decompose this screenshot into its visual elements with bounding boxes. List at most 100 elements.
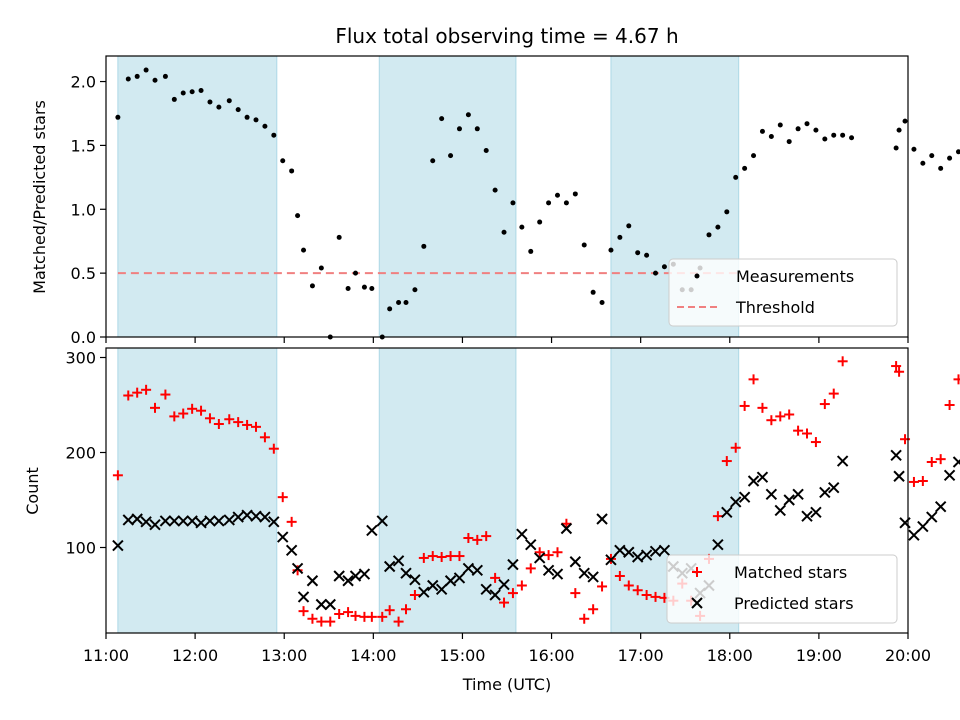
x-tick-label: 14:00 [350, 646, 396, 665]
measurement-point [336, 234, 342, 240]
predicted-star-point [471, 564, 484, 577]
predicted-star-point [560, 522, 573, 535]
measurement-point [152, 77, 158, 83]
measurement-point [920, 160, 926, 166]
observing-window-shade [117, 347, 278, 634]
measurement-point [706, 232, 712, 238]
y-tick-label: 0.5 [71, 264, 96, 283]
matched-star-point [944, 400, 955, 410]
measurement-point [289, 168, 295, 174]
matched-star-point [623, 580, 634, 591]
legend-measurements-marker [694, 273, 700, 279]
predicted-star-point [836, 455, 849, 467]
matched-star-point [325, 616, 336, 627]
matched-star-point [819, 399, 830, 410]
predicted-star-point [195, 517, 207, 529]
matched-star-point [298, 606, 309, 617]
matched-star-point [187, 403, 198, 414]
measurement-points [115, 67, 960, 340]
measurement-point [537, 219, 543, 225]
matched-star-point [224, 414, 235, 425]
matched-star-point [454, 551, 465, 562]
measurement-point [189, 89, 195, 95]
measurement-point [751, 153, 757, 159]
matched-star-point [242, 419, 253, 430]
measurement-point [448, 153, 454, 159]
predicted-star-point [342, 575, 354, 587]
y-tick-label: 200 [65, 444, 96, 463]
legend-matched-marker [692, 567, 702, 577]
matched-star-point [233, 417, 244, 428]
matched-star-point [757, 402, 768, 413]
chart-title: Flux total observing time = 4.67 h [335, 24, 678, 48]
measurement-point [501, 229, 507, 235]
matched-star-point [784, 409, 795, 420]
predicted-star-point [409, 574, 421, 586]
predicted-star-point [131, 513, 143, 525]
matched-star-point [802, 428, 813, 439]
predicted-star-point [890, 449, 902, 462]
measurement-point [134, 73, 140, 79]
predicted-star-point [149, 518, 161, 531]
matched-star-point [828, 388, 839, 399]
measurement-point [661, 264, 667, 270]
predicted-star-point [315, 598, 328, 611]
predicted-star-point [525, 538, 537, 551]
predicted-star-point [792, 488, 804, 501]
matched-star-point [334, 609, 345, 619]
predicted-star-point [783, 494, 795, 506]
measurement-point [318, 265, 324, 271]
predicted-star-point [578, 567, 590, 579]
measurement-point [590, 289, 596, 295]
measurement-point [207, 99, 213, 105]
measurement-point [563, 200, 569, 206]
measurement-point [581, 242, 587, 248]
bottom-legend: Matched stars Predicted stars [666, 554, 898, 624]
measurement-point [301, 247, 307, 253]
measurement-point [280, 158, 286, 164]
measurement-point [198, 87, 204, 93]
measurement-point [271, 132, 277, 138]
matched-star-point [427, 551, 438, 562]
measurement-point [955, 149, 960, 155]
predicted-star-point [774, 504, 786, 517]
measurement-point [546, 200, 552, 206]
predicted-star-point [400, 567, 412, 579]
predicted-star-point [489, 589, 501, 601]
x-tick-label: 19:00 [796, 646, 842, 665]
matched-star-point [721, 456, 732, 467]
matched-star-point [748, 374, 759, 385]
predicted-star-point [533, 552, 546, 564]
matched-star-point [204, 413, 215, 424]
predicted-star-point [551, 568, 564, 580]
measurement-point [929, 153, 935, 159]
measurement-point [171, 96, 177, 102]
matched-star-point [350, 610, 361, 621]
matched-stars-points [112, 356, 960, 627]
predicted-star-point [444, 575, 457, 587]
measurement-point [403, 300, 409, 306]
predicted-star-point [223, 514, 235, 526]
measurement-point [510, 200, 516, 206]
predicted-star-point [926, 511, 938, 523]
measurement-point [572, 191, 578, 197]
matched-star-point [436, 552, 447, 562]
predicted-star-point [917, 520, 929, 533]
measurement-point [554, 192, 560, 198]
matched-star-point [894, 366, 905, 377]
predicted-star-point [112, 539, 124, 552]
predicted-star-point [828, 481, 840, 494]
bottom-y-ticks: 100 200 300 [65, 349, 106, 558]
predicted-star-point [349, 570, 362, 582]
predicted-star-point [358, 568, 371, 580]
measurement-point [115, 114, 121, 120]
matched-star-point [366, 611, 377, 622]
matched-star-point [597, 581, 608, 592]
predicted-star-point [186, 515, 198, 527]
measurement-point [361, 284, 367, 290]
predicted-star-point [952, 456, 960, 468]
predicted-star-point [747, 475, 760, 487]
predicted-star-point [232, 511, 244, 523]
matched-star-point [292, 565, 303, 576]
x-tick-label: 18:00 [707, 646, 753, 665]
